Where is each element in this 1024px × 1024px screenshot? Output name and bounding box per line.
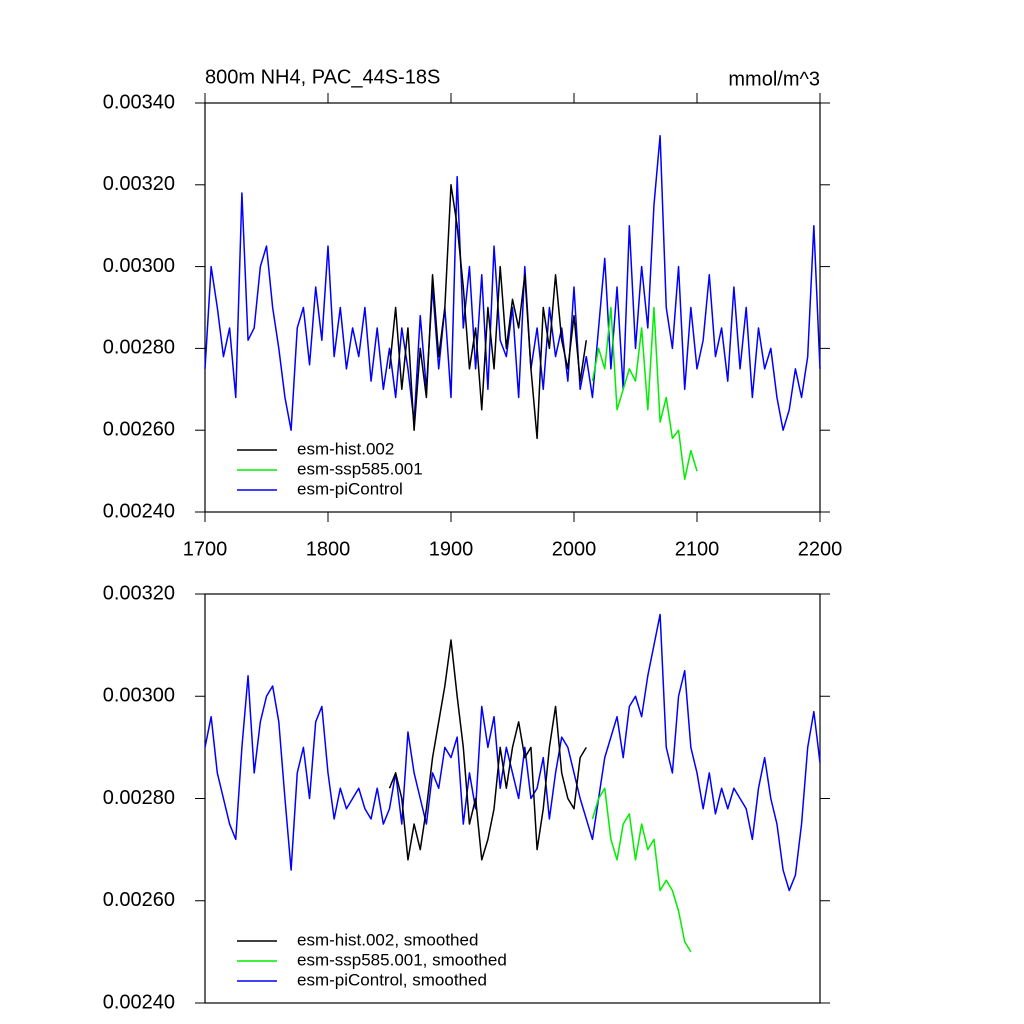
units-label: mmol/m^3 xyxy=(728,68,820,90)
data-line xyxy=(591,787,692,953)
chart-title: 800m NH4, PAC_44S-18S xyxy=(205,66,440,88)
plot-frame xyxy=(204,102,821,513)
legend-label: esm-piControl xyxy=(297,479,403,498)
data-line xyxy=(388,184,588,440)
y-tick-label: 0.00280 xyxy=(103,787,175,809)
y-tick-label: 0.00280 xyxy=(103,337,175,359)
y-tick-label: 0.00340 xyxy=(103,91,175,113)
legend-label: esm-hist.002 xyxy=(297,439,394,458)
legend-label: esm-piControl, smoothed xyxy=(297,970,487,989)
x-tick-label: 1700 xyxy=(183,538,228,560)
y-tick-label: 0.00300 xyxy=(103,255,175,277)
x-tick-label: 1900 xyxy=(429,538,474,560)
legend-label: esm-hist.002, smoothed xyxy=(297,930,478,949)
x-tick-label: 2100 xyxy=(675,538,720,560)
y-tick-label: 0.00260 xyxy=(103,889,175,911)
y-tick-label: 0.00300 xyxy=(103,685,175,707)
x-tick-label: 1800 xyxy=(306,538,351,560)
data-line xyxy=(388,639,587,861)
data-line xyxy=(204,134,821,431)
data-line xyxy=(591,306,698,481)
y-tick-label: 0.00320 xyxy=(103,173,175,195)
x-tick-label: 2200 xyxy=(798,538,843,560)
x-tick-label: 2000 xyxy=(552,538,597,560)
data-line xyxy=(204,613,821,892)
legend-label: esm-ssp585.001, smoothed xyxy=(297,950,507,969)
y-tick-label: 0.00320 xyxy=(103,582,175,604)
y-tick-label: 0.00240 xyxy=(103,500,175,522)
y-tick-label: 0.00260 xyxy=(103,418,175,440)
legend-label: esm-ssp585.001 xyxy=(297,459,423,478)
y-tick-label: 0.00240 xyxy=(103,991,175,1013)
